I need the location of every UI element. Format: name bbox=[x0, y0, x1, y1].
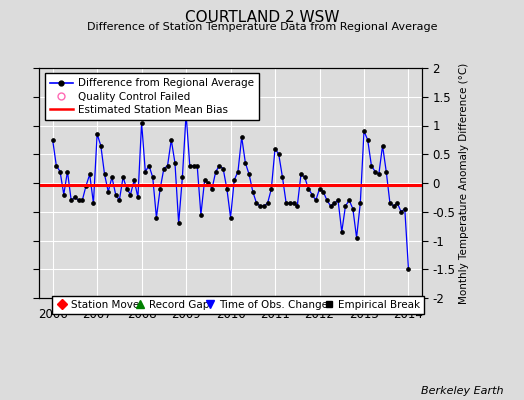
Text: Difference of Station Temperature Data from Regional Average: Difference of Station Temperature Data f… bbox=[87, 22, 437, 32]
Legend: Difference from Regional Average, Quality Control Failed, Estimated Station Mean: Difference from Regional Average, Qualit… bbox=[45, 73, 259, 120]
Text: Berkeley Earth: Berkeley Earth bbox=[421, 386, 503, 396]
Y-axis label: Monthly Temperature Anomaly Difference (°C): Monthly Temperature Anomaly Difference (… bbox=[460, 62, 470, 304]
Text: COURTLAND 2 WSW: COURTLAND 2 WSW bbox=[185, 10, 339, 25]
Legend: Station Move, Record Gap, Time of Obs. Change, Empirical Break: Station Move, Record Gap, Time of Obs. C… bbox=[52, 296, 424, 314]
